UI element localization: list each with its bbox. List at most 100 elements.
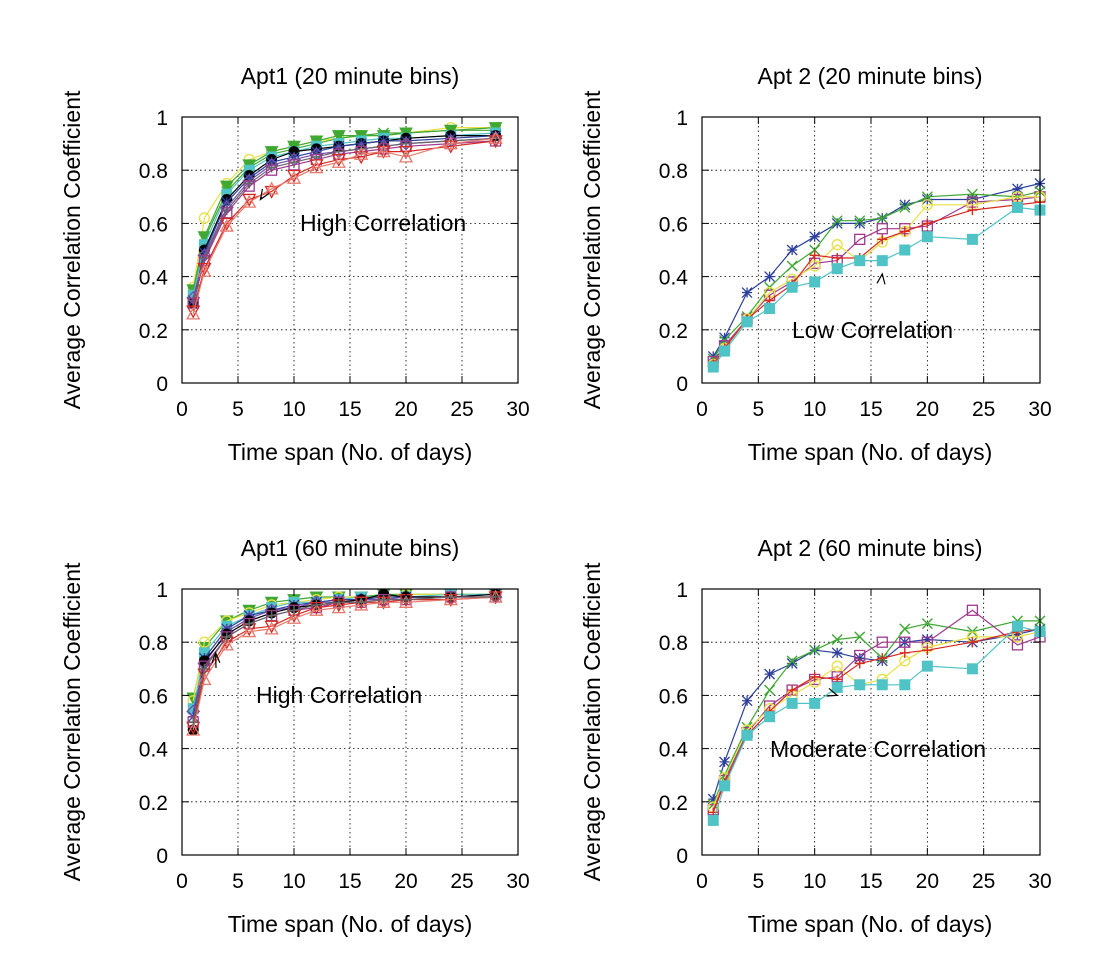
y-tick-label: 0.4 xyxy=(659,739,689,762)
y-tick-label: 0.8 xyxy=(139,632,168,655)
series-group xyxy=(708,605,1045,825)
data-point xyxy=(900,680,910,690)
data-point xyxy=(922,661,932,671)
data-point xyxy=(900,648,910,658)
data-point xyxy=(765,712,775,722)
data-point xyxy=(810,277,820,287)
data-point xyxy=(922,232,932,242)
y-axis-label: Average Correlation Coefficient xyxy=(579,90,605,409)
annotation: High Correlation xyxy=(212,653,422,708)
data-point xyxy=(855,256,865,266)
annotation-label: High Correlation xyxy=(256,682,422,708)
data-point xyxy=(877,256,887,266)
y-axis-label: Average Correlation Coefficient xyxy=(59,90,85,409)
x-tick-label: 25 xyxy=(972,870,995,893)
annotation-label: Moderate Correlation xyxy=(770,736,986,762)
x-tick-label: 0 xyxy=(176,870,188,893)
data-point xyxy=(720,757,730,767)
panel-3: 0 5 10 15 20 25 30 0 0.2 0.4 0.6 0.8 1 Apt1 (60 minut… xyxy=(59,535,530,937)
y-axis-label: Average Correlation Coefficient xyxy=(59,562,85,881)
y-tick-label: 0.8 xyxy=(139,160,168,183)
annotation: Moderate Correlation xyxy=(770,688,986,762)
y-tick-label: 1 xyxy=(676,579,688,602)
x-tick-label: 5 xyxy=(232,398,244,421)
data-point xyxy=(900,624,910,634)
series-4 xyxy=(708,627,1045,813)
series-group xyxy=(708,179,1045,373)
data-point xyxy=(787,261,797,271)
y-tick-label: 0 xyxy=(156,845,168,868)
x-tick-label: 15 xyxy=(338,870,361,893)
series-group xyxy=(187,589,501,735)
data-point xyxy=(188,717,198,727)
y-tick-label: 0.2 xyxy=(659,320,688,343)
x-tick-label: 15 xyxy=(859,870,882,893)
y-tick-label: 0 xyxy=(676,845,688,868)
x-tick-label: 25 xyxy=(450,870,473,893)
data-point xyxy=(742,288,752,298)
y-tick-label: 0.6 xyxy=(139,685,168,708)
x-axis-label: Time span (No. of days) xyxy=(748,439,993,465)
y-tick-label: 1 xyxy=(156,579,168,602)
y-tick-label: 0.8 xyxy=(659,632,688,655)
annotation-label: Low Correlation xyxy=(792,317,953,343)
data-point xyxy=(810,698,820,708)
data-point xyxy=(900,245,910,255)
data-point xyxy=(967,234,977,244)
x-tick-label: 10 xyxy=(282,870,305,893)
x-tick-label: 5 xyxy=(752,398,764,421)
x-tick-label: 20 xyxy=(916,398,939,421)
x-tick-label: 30 xyxy=(1028,870,1051,893)
data-point xyxy=(742,696,752,706)
data-point xyxy=(765,685,775,695)
x-tick-label: 10 xyxy=(282,398,305,421)
data-point xyxy=(967,664,977,674)
y-tick-label: 0.6 xyxy=(659,685,688,708)
x-axis-label: Time span (No. of days) xyxy=(228,911,473,937)
x-tick-label: 15 xyxy=(859,398,882,421)
annotation: High Correlation xyxy=(260,189,466,236)
x-tick-label: 20 xyxy=(916,870,939,893)
data-point xyxy=(832,682,842,692)
y-tick-label: 0 xyxy=(156,373,168,396)
data-point xyxy=(1012,621,1022,631)
x-tick-label: 0 xyxy=(696,398,708,421)
x-tick-label: 20 xyxy=(394,398,417,421)
data-point xyxy=(1012,202,1022,212)
x-axis-label: Time span (No. of days) xyxy=(228,439,473,465)
x-tick-label: 25 xyxy=(972,398,995,421)
chart-title: Apt 2 (20 minute bins) xyxy=(757,63,982,89)
gridlines xyxy=(182,117,518,383)
data-point xyxy=(742,317,752,327)
y-tick-label: 0.2 xyxy=(139,320,168,343)
chart-title: Apt1 (60 minute bins) xyxy=(241,535,460,561)
y-tick-label: 0.4 xyxy=(139,739,169,762)
y-tick-label: 0.2 xyxy=(659,792,688,815)
x-tick-label: 15 xyxy=(338,398,361,421)
x-tick-label: 10 xyxy=(803,870,826,893)
y-tick-label: 0 xyxy=(676,373,688,396)
x-tick-label: 25 xyxy=(450,398,473,421)
y-tick-label: 0.6 xyxy=(659,213,688,236)
x-tick-label: 20 xyxy=(394,870,417,893)
gridlines xyxy=(702,117,1040,383)
data-point xyxy=(720,346,730,356)
y-tick-label: 1 xyxy=(676,107,688,130)
x-tick-label: 30 xyxy=(506,398,529,421)
data-point xyxy=(765,272,775,282)
gridlines xyxy=(702,589,1040,855)
x-tick-label: 30 xyxy=(506,870,529,893)
data-point xyxy=(787,245,797,255)
data-point xyxy=(922,619,932,629)
y-tick-label: 0.2 xyxy=(139,792,168,815)
series-line xyxy=(713,629,1040,813)
x-tick-label: 10 xyxy=(803,398,826,421)
x-tick-label: 5 xyxy=(232,870,244,893)
y-axis-label: Average Correlation Coefficient xyxy=(579,562,605,881)
data-point xyxy=(810,232,820,242)
